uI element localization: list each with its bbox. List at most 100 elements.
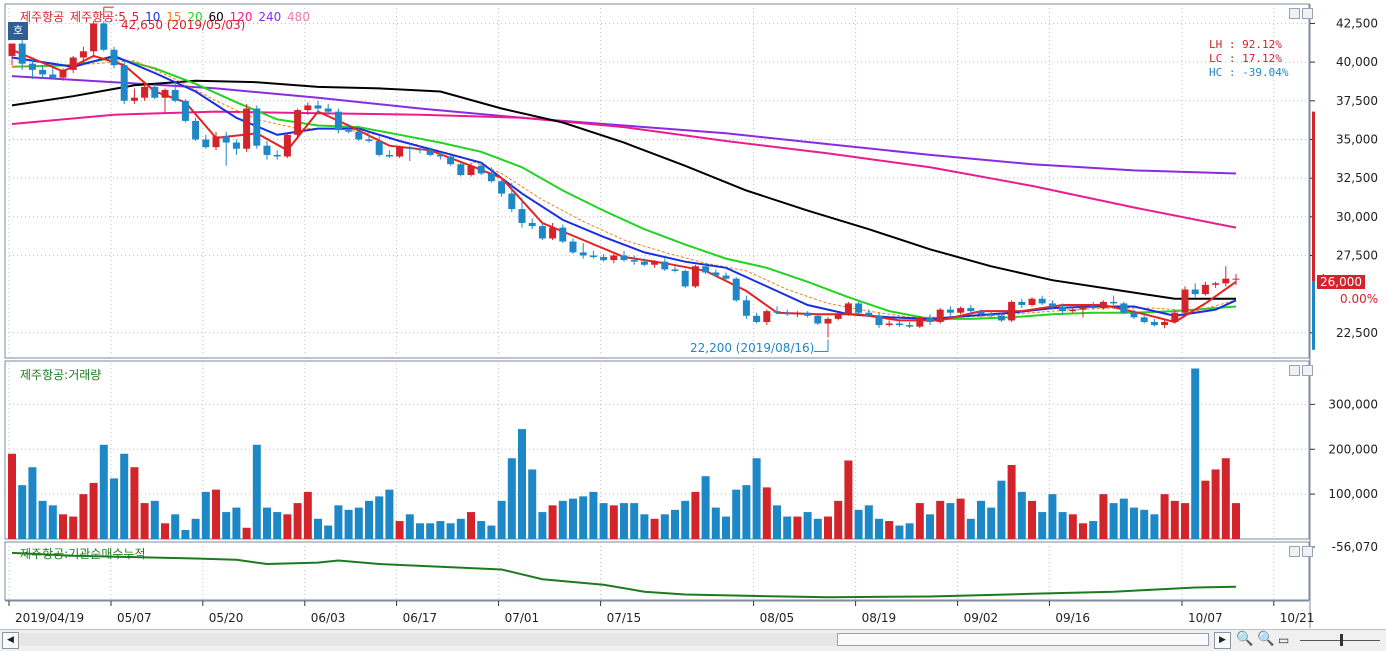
candle-body [1171, 312, 1179, 322]
candle-body [742, 300, 750, 316]
scroll-thumb[interactable] [837, 633, 1209, 646]
candle-body [1222, 278, 1230, 284]
candle-body [304, 105, 312, 111]
candle-body [1018, 301, 1026, 305]
candle-body [406, 147, 414, 149]
volume-bar [956, 498, 965, 539]
date-tick-label: 2019/04/19 [15, 611, 84, 625]
candle-body [1130, 312, 1138, 318]
candle-body [171, 89, 179, 101]
date-tick-label: 08/19 [862, 611, 897, 625]
price-tick-label: 30,000 [1336, 210, 1378, 224]
candle-body [1161, 321, 1169, 326]
zoom-slider-handle[interactable] [1340, 634, 1343, 646]
candle-body [457, 164, 465, 176]
volume-bar [854, 509, 863, 539]
ma-line-60 [11, 79, 1236, 300]
candle-body [753, 315, 761, 322]
institution-panel[interactable] [5, 542, 1309, 600]
candle-body [895, 323, 903, 326]
volume-bar [456, 518, 465, 539]
volume-panel-minimize-button[interactable] [1289, 365, 1300, 376]
volume-panel-close-button[interactable] [1302, 365, 1313, 376]
scroll-left-icon[interactable]: ◀ [2, 632, 19, 649]
candle-body [569, 241, 577, 253]
ma-line-120 [11, 110, 1237, 229]
institution-line [11, 551, 1237, 599]
volume-bar [701, 476, 710, 539]
stat-lc: LC : 17.12% [1209, 52, 1282, 65]
price-tick-label: 32,500 [1336, 171, 1378, 185]
scroll-right-icon[interactable]: ▶ [1214, 632, 1231, 649]
price-panel[interactable] [5, 4, 1309, 358]
price-tick-label: 40,000 [1336, 55, 1378, 69]
candle-body [916, 317, 924, 327]
stat-lh: LH : 92.12% [1209, 38, 1282, 51]
candle-body [192, 120, 200, 140]
volume-bar [99, 444, 108, 539]
candle-body [1110, 301, 1118, 304]
corner-badge[interactable]: 호 [8, 22, 28, 40]
institution-panel-minimize-button[interactable] [1289, 546, 1300, 557]
candle-body [253, 108, 261, 146]
date-tick-label: 05/07 [117, 611, 152, 625]
volume-bar [1181, 503, 1189, 539]
volume-tick-label: 200,000 [1328, 442, 1378, 456]
candle-body [161, 89, 169, 98]
candle-body [1212, 283, 1220, 285]
volume-bar [589, 491, 598, 539]
volume-bar [140, 503, 149, 539]
price-panel-minimize-button[interactable] [1289, 8, 1300, 19]
candle-body [141, 86, 149, 98]
volume-bar [987, 507, 996, 539]
volume-bar [222, 512, 231, 539]
candle-body [477, 165, 485, 174]
candle-body [661, 261, 669, 270]
volume-bar [711, 507, 720, 539]
fit-icon[interactable]: ▭ [1278, 633, 1290, 647]
volume-bar [365, 500, 373, 539]
candle-body [589, 255, 597, 258]
candle-body [28, 63, 36, 70]
candle-body [620, 255, 628, 261]
volume-bar [1048, 494, 1057, 539]
candle-body [100, 23, 108, 50]
volume-bar [895, 525, 904, 539]
institution-panel-close-button[interactable] [1302, 546, 1313, 557]
candle-body [804, 312, 812, 316]
volume-bar [201, 491, 210, 539]
volume-tick-label: 100,000 [1328, 487, 1378, 501]
price-tick-label: 27,500 [1336, 248, 1378, 262]
volume-panel[interactable] [5, 361, 1309, 539]
candle-body [946, 309, 954, 313]
volume-bar [18, 485, 27, 539]
candle-body [1120, 303, 1128, 313]
volume-bar [477, 521, 486, 539]
legend-ma-120: 120 [229, 10, 253, 24]
volume-bar [334, 505, 343, 539]
price-panel-close-button[interactable] [1302, 8, 1313, 19]
candle-body [559, 227, 567, 242]
legend-ma-20: 20 [187, 10, 203, 24]
volume-bar [385, 489, 394, 539]
ma-line-20 [11, 56, 1237, 320]
horizontal-scrollbar[interactable]: ◀ ▶ 🔍 🔍 ▭ [0, 629, 1386, 651]
stat-hc: HC : -39.04% [1209, 66, 1289, 79]
candle-body [844, 303, 852, 315]
volume-bar [487, 525, 496, 539]
current-price-tag: 26,000 [1317, 275, 1365, 289]
legend-series-name: 제주항공 [20, 10, 65, 24]
candle-body [1191, 289, 1199, 295]
zoom-in-icon[interactable]: 🔍 [1257, 631, 1275, 647]
range-bar-up [1312, 111, 1315, 282]
legend-ma-15: 15 [166, 10, 182, 24]
zoom-out-icon[interactable]: 🔍 [1236, 631, 1254, 647]
volume-bar [1201, 480, 1210, 539]
volume-bar [650, 518, 659, 539]
volume-bar [609, 505, 618, 539]
candle-body [1048, 303, 1056, 307]
volume-bar [232, 507, 241, 539]
date-tick-label: 10/21 [1280, 611, 1315, 625]
volume-bar [997, 480, 1006, 539]
candle-body [926, 317, 934, 322]
